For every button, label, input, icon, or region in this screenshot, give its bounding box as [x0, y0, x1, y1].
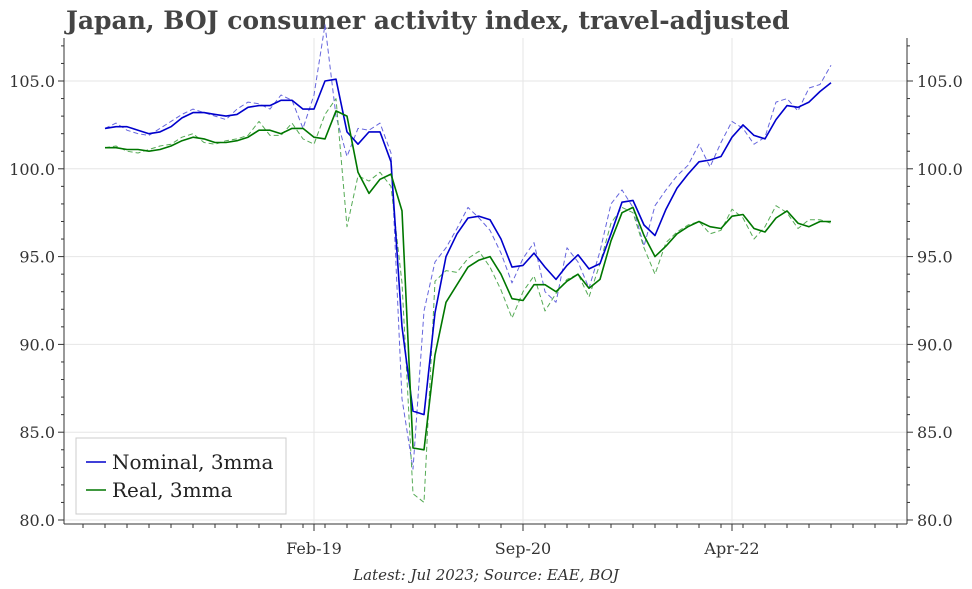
y-tick-label-right: 100.0 [917, 160, 963, 179]
series-line-monthly-3 [104, 98, 832, 503]
x-tick-label: Apr-22 [703, 539, 759, 558]
chart-title: Japan, BOJ consumer activity index, trav… [66, 6, 790, 35]
legend: Nominal, 3mma Real, 3mma [75, 437, 287, 515]
y-axis-left: 80.0 85.0 90.0 95.0 100.0 105.0 [9, 45, 64, 530]
x-tick-label: Feb-19 [286, 539, 342, 558]
grid-lines [64, 38, 907, 524]
legend-label-nominal: Nominal, 3mma [112, 450, 273, 474]
plot-frame [63, 38, 908, 525]
series-line-1 [105, 110, 831, 451]
series-line-monthly-2 [104, 24, 832, 470]
y-tick-label-left: 95.0 [19, 248, 55, 267]
source-note: Latest: Jul 2023; Source: EAE, BOJ [353, 566, 619, 584]
y-tick-label-right: 95.0 [917, 248, 953, 267]
y-tick-label-left: 85.0 [19, 423, 55, 442]
y-tick-label-right: 105.0 [917, 72, 963, 91]
y-tick-label-right: 90.0 [917, 335, 953, 354]
y-tick-label-left: 100.0 [9, 160, 55, 179]
x-axis: Feb-19 Sep-20 Apr-22 [82, 524, 898, 558]
y-tick-label-right: 80.0 [917, 511, 953, 530]
legend-box [75, 437, 287, 515]
series-line-0 [104, 78, 832, 416]
x-tick-label: Sep-20 [495, 539, 551, 558]
series-layer [104, 24, 832, 503]
y-tick-label-left: 105.0 [9, 72, 55, 91]
y-tick-label-right: 85.0 [917, 423, 953, 442]
y-axis-right: 80.0 85.0 90.0 95.0 100.0 105.0 [907, 45, 963, 530]
y-tick-label-left: 90.0 [19, 335, 55, 354]
y-tick-label-left: 80.0 [19, 511, 55, 530]
legend-label-real: Real, 3mma [112, 478, 233, 502]
